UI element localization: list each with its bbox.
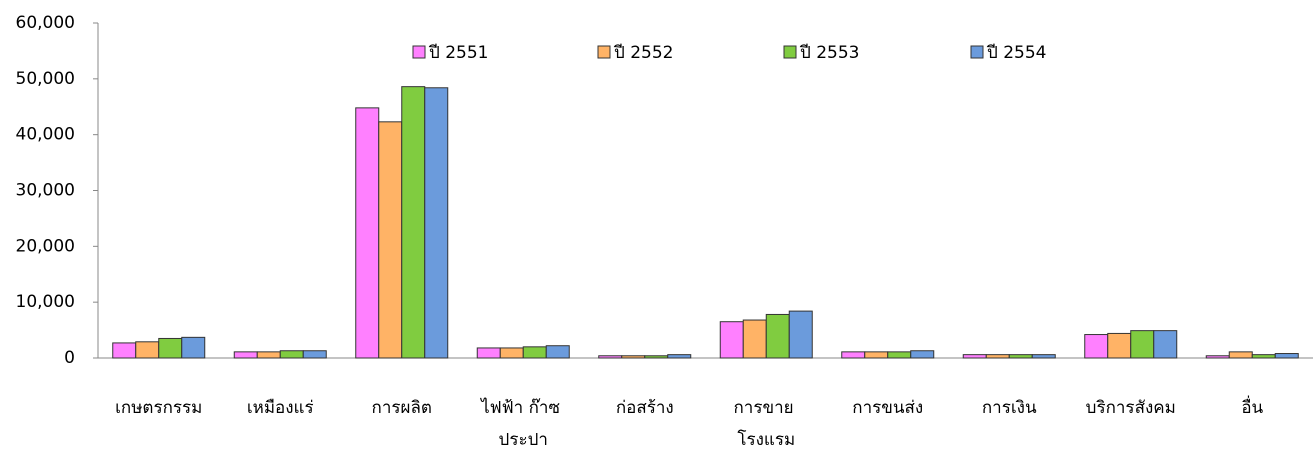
bar xyxy=(302,350,327,359)
bar xyxy=(1130,330,1155,359)
bar xyxy=(1153,330,1178,359)
legend-label: ปี 2554 xyxy=(986,43,1046,63)
x-tick-label: เหมืองแร่ xyxy=(247,398,314,418)
bar xyxy=(1008,354,1033,359)
bar xyxy=(1205,355,1230,359)
bar xyxy=(788,310,813,359)
legend-swatch xyxy=(597,45,611,59)
bar xyxy=(742,319,767,359)
x-tick-label: การขาย โรงแรม xyxy=(733,398,799,450)
bar xyxy=(401,86,426,359)
bar xyxy=(621,355,646,359)
bar xyxy=(1084,334,1109,359)
bar xyxy=(476,347,501,359)
bar xyxy=(279,350,304,359)
bar xyxy=(598,355,623,359)
bar xyxy=(135,341,160,359)
bar xyxy=(499,347,524,359)
bar xyxy=(719,321,744,359)
x-tick-label: การผลิต xyxy=(372,398,432,418)
y-tick-label: 20,000 xyxy=(16,236,75,256)
bar xyxy=(1031,354,1056,359)
bar xyxy=(985,354,1010,359)
bar xyxy=(424,87,449,359)
bar xyxy=(887,351,912,359)
bar xyxy=(1228,351,1253,359)
bar xyxy=(545,345,570,359)
bar xyxy=(910,350,935,359)
bar xyxy=(158,337,183,359)
bar xyxy=(256,351,281,359)
x-tick-label: การขนส่ง xyxy=(852,398,923,418)
legend-swatch xyxy=(970,45,984,59)
x-tick-label: ก่อสร้าง xyxy=(616,398,674,418)
x-tick-label: อื่น xyxy=(1241,395,1263,418)
bar xyxy=(1107,332,1132,359)
bar xyxy=(864,351,889,359)
x-tick-label: การเงิน xyxy=(982,398,1037,418)
bar xyxy=(1274,353,1299,359)
bar xyxy=(841,351,866,359)
legend-label: ปี 2553 xyxy=(799,43,859,63)
bar xyxy=(355,107,380,359)
y-tick-label: 10,000 xyxy=(16,292,75,312)
y-tick-label: 30,000 xyxy=(16,181,75,201)
legend-swatch xyxy=(783,45,797,59)
bar xyxy=(644,355,669,359)
bar xyxy=(1251,354,1276,359)
y-tick-label: 50,000 xyxy=(16,69,75,89)
bar xyxy=(962,354,987,359)
legend-label: ปี 2551 xyxy=(428,43,488,63)
y-tick-label: 0 xyxy=(64,348,75,368)
y-tick-label: 40,000 xyxy=(16,125,75,145)
bar xyxy=(667,354,692,359)
y-tick-label: 60,000 xyxy=(16,13,75,33)
x-tick-label: เกษตรกรรม xyxy=(115,398,202,418)
legend-label: ปี 2552 xyxy=(613,43,673,63)
legend-swatch xyxy=(412,45,426,59)
bar xyxy=(522,346,547,359)
bar xyxy=(181,336,206,359)
bar xyxy=(765,313,790,359)
bar xyxy=(233,351,258,359)
bar xyxy=(378,121,403,359)
x-tick-label: ไฟฟ้า ก๊าซ ประปา xyxy=(479,397,565,450)
x-tick-label: บริการสังคม xyxy=(1086,398,1176,418)
bar xyxy=(112,342,137,359)
